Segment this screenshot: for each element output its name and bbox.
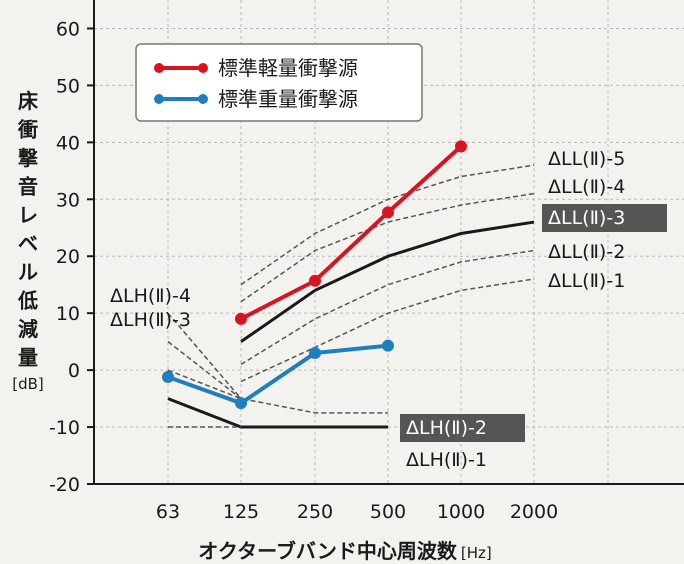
reference-line xyxy=(240,249,535,366)
ref-label: ΔLL(Ⅱ)-3 xyxy=(548,207,625,229)
y-axis-title-char: 音 xyxy=(18,175,38,199)
reference-line xyxy=(240,192,535,303)
ref-label-highlight-box xyxy=(542,204,667,232)
y-tick-label: -20 xyxy=(49,474,80,496)
y-axis-title-char: レ xyxy=(18,203,38,227)
series-lines xyxy=(162,140,467,410)
x-tick-label: 500 xyxy=(370,501,406,523)
y-tick-label: 50 xyxy=(56,75,80,97)
data-point xyxy=(309,274,321,287)
y-axis-title-char: 低 xyxy=(17,289,38,313)
legend-swatch-dot xyxy=(154,94,164,104)
x-tick-label: 125 xyxy=(223,501,259,523)
ref-label: ΔLH(Ⅱ)-3 xyxy=(110,309,191,331)
reference-line xyxy=(240,278,535,383)
x-axis-unit: [Hz] xyxy=(461,544,492,562)
data-point xyxy=(235,397,247,410)
reference-line xyxy=(240,164,535,286)
ref-label-highlight-box xyxy=(400,414,525,442)
reference-lines xyxy=(167,164,535,429)
y-axis-title-char: 床 xyxy=(18,89,39,113)
reference-line xyxy=(240,220,535,343)
axes: 60 50 40 30 20 10 0 -10 -20 63 125 250 500 1000 2000 xyxy=(49,0,684,523)
data-point xyxy=(309,347,321,360)
x-tick-label: 63 xyxy=(156,501,180,523)
x-tick-label: 250 xyxy=(297,501,333,523)
y-axis-title-char: 減 xyxy=(18,317,38,341)
legend-swatch-dot xyxy=(198,63,208,73)
y-tick-label: 10 xyxy=(56,303,80,325)
y-axis-title-char: 衝 xyxy=(17,118,38,142)
series-line xyxy=(240,144,463,321)
ref-label: ΔLH(Ⅱ)-2 xyxy=(406,417,487,439)
reference-line xyxy=(167,397,388,429)
legend-entry: 標準重量衝撃源 xyxy=(218,87,358,111)
y-axis-title-char: 撃 xyxy=(18,146,38,170)
data-point xyxy=(235,312,247,325)
y-axis-title-char: ル xyxy=(18,260,38,284)
y-axis-unit: [dB] xyxy=(12,375,44,393)
legend-swatch-dot xyxy=(154,63,164,73)
legend-entry: 標準軽量衝撃源 xyxy=(218,56,358,80)
series-line xyxy=(167,343,389,406)
legend-swatch-dot xyxy=(198,94,208,104)
ref-label: ΔLL(Ⅱ)-4 xyxy=(548,176,625,198)
data-point xyxy=(382,206,394,219)
data-point xyxy=(382,339,394,352)
x-axis-title: オクターブバンド中心周波数 [Hz] xyxy=(198,539,491,563)
y-tick-label: 40 xyxy=(56,132,80,154)
reference-line xyxy=(167,369,388,414)
y-tick-label: -10 xyxy=(49,417,80,439)
y-tick-label: 0 xyxy=(68,360,80,382)
ref-label: ΔLL(Ⅱ)-1 xyxy=(548,270,625,292)
ref-label: ΔLH(Ⅱ)-1 xyxy=(406,449,487,471)
y-tick-label: 20 xyxy=(56,246,80,268)
y-axis-title-char: 量 xyxy=(18,346,38,370)
ref-label: ΔLL(Ⅱ)-5 xyxy=(548,148,625,170)
x-tick-label: 1000 xyxy=(437,501,485,523)
legend-box xyxy=(135,43,423,122)
x-axis-title-text: オクターブバンド中心周波数 xyxy=(198,539,458,563)
y-tick-label: 60 xyxy=(56,18,80,40)
data-point xyxy=(455,140,467,153)
data-point xyxy=(162,370,174,383)
reference-line xyxy=(167,312,242,400)
ref-label: ΔLH(Ⅱ)-4 xyxy=(110,285,191,307)
y-tick-label: 30 xyxy=(56,189,80,211)
y-axis-title-char: ベ xyxy=(18,232,38,256)
x-tick-label: 2000 xyxy=(510,501,558,523)
ref-label: ΔLL(Ⅱ)-2 xyxy=(548,241,625,263)
